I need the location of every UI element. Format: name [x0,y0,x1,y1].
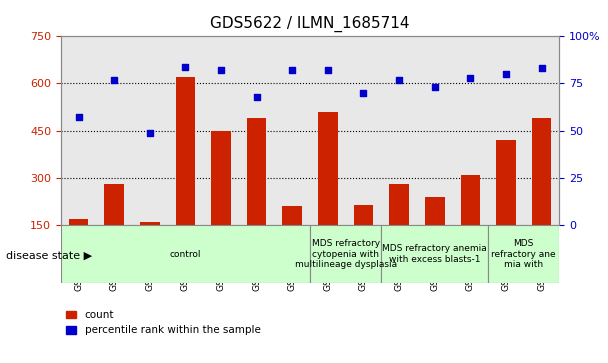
Bar [496,140,516,225]
Point [109,77,119,83]
Text: control: control [170,250,201,258]
Point [181,64,190,69]
Text: disease state ▶: disease state ▶ [6,251,92,261]
Bar [532,118,551,225]
Point [394,77,404,83]
Bar [176,77,195,225]
Bar [247,118,266,225]
Point [145,130,154,135]
Bar [425,197,444,225]
Text: MDS
refractory ane
mia with: MDS refractory ane mia with [491,239,556,269]
Point [359,90,368,96]
FancyBboxPatch shape [61,225,310,283]
Bar [283,206,302,225]
Point [466,75,475,81]
Bar [105,184,124,225]
Bar [211,131,231,225]
Legend: count, percentile rank within the sample: count, percentile rank within the sample [66,310,261,335]
Point [430,84,440,90]
Title: GDS5622 / ILMN_1685714: GDS5622 / ILMN_1685714 [210,16,410,32]
FancyBboxPatch shape [488,225,559,283]
Bar [69,219,88,225]
Point [216,68,226,73]
Text: MDS refractory anemia
with excess blasts-1: MDS refractory anemia with excess blasts… [382,244,487,264]
Point [74,115,83,121]
FancyBboxPatch shape [381,225,488,283]
Point [288,68,297,73]
Bar [318,112,337,225]
Bar [140,222,160,225]
Text: MDS refractory
cytopenia with
multilineage dysplasia: MDS refractory cytopenia with multilinea… [295,239,397,269]
FancyBboxPatch shape [310,225,381,283]
Point [501,71,511,77]
Bar [460,175,480,225]
Bar [354,205,373,225]
Point [537,65,547,71]
Bar [389,184,409,225]
Point [252,94,261,99]
Point [323,68,333,73]
